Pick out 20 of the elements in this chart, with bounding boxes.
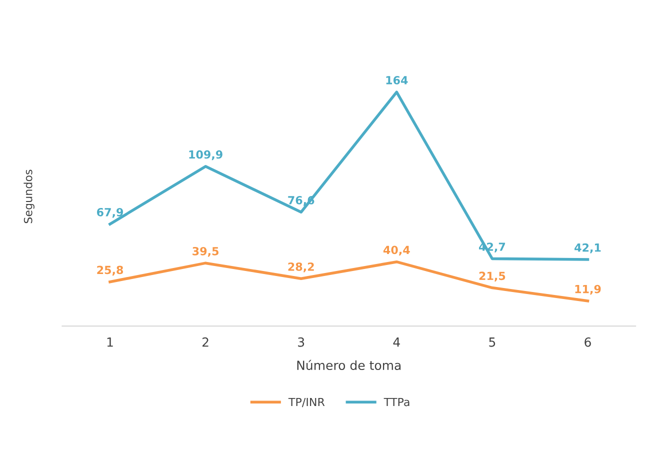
- x-tick-label: 6: [584, 337, 591, 347]
- data-label: 28,2: [288, 262, 314, 272]
- y-axis-title: Segundos: [24, 170, 34, 224]
- data-label: 67,9: [96, 208, 123, 218]
- data-label: 40,4: [383, 246, 410, 256]
- x-tick-label: 4: [393, 338, 400, 347]
- data-label: 25,8: [97, 266, 124, 276]
- x-tick-label: 5: [489, 338, 496, 347]
- x-tick-label: 1: [107, 338, 113, 347]
- x-tick-label: 3: [298, 337, 304, 347]
- legend-label: TP/INR: [288, 398, 325, 408]
- x-axis-title: Número de toma: [297, 360, 401, 370]
- x-tick-label: 2: [202, 337, 208, 347]
- data-label: 42,1: [574, 243, 601, 254]
- data-label: 164: [386, 76, 408, 84]
- data-label: 39,5: [192, 246, 218, 257]
- data-label: 11,9: [575, 284, 601, 295]
- data-label: 109,9: [189, 150, 222, 160]
- data-label: 21,5: [479, 272, 506, 282]
- legend-label: TTPa: [384, 398, 410, 406]
